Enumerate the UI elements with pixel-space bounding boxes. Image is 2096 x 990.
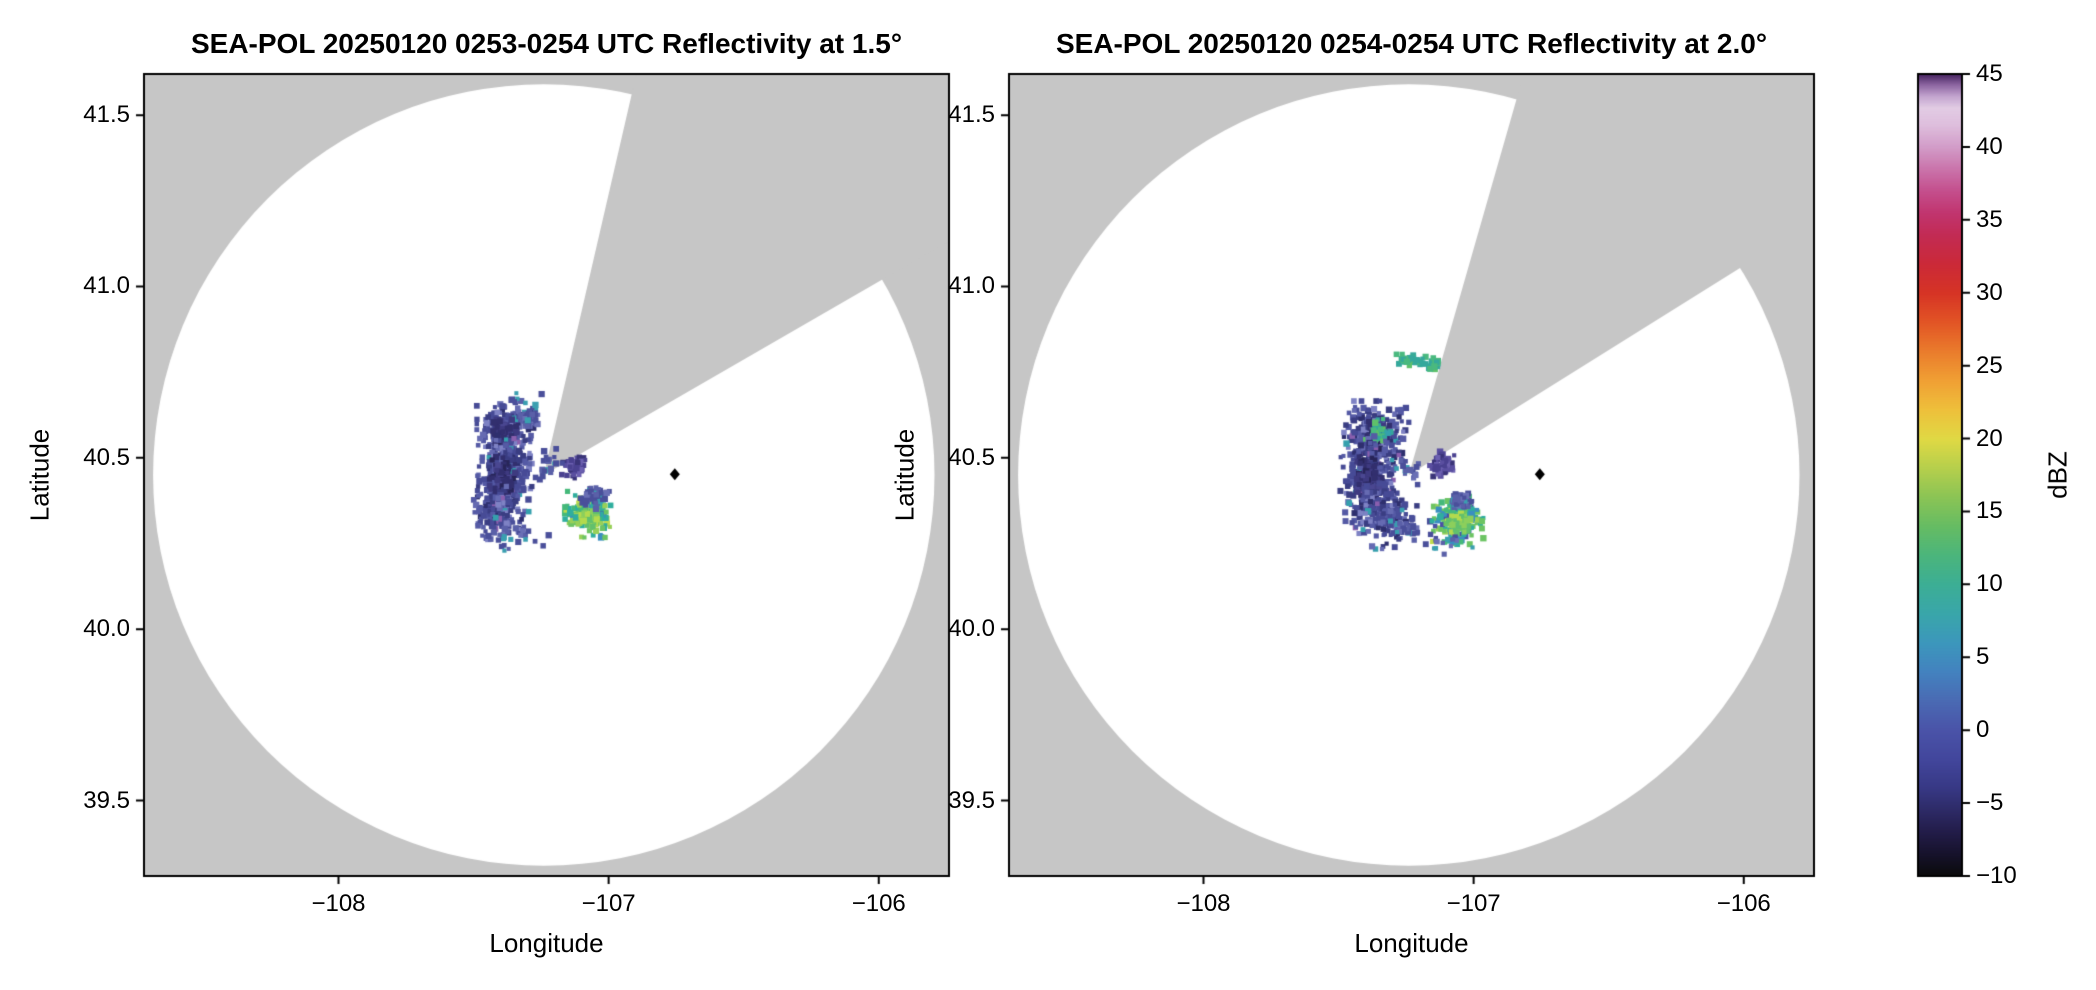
colorbar-tick-label: 40 <box>1976 132 2003 160</box>
colorbar-tick-label: 35 <box>1976 205 2003 233</box>
colorbar-tick-label: 0 <box>1976 716 1990 744</box>
colorbar-tick-label: 30 <box>1976 278 2003 306</box>
x-tick-label: −106 <box>1716 890 1771 917</box>
panel-2-ylabel: Latitude <box>889 428 920 522</box>
y-tick-label: 40.5 <box>83 443 130 471</box>
panel-1-ylabel: Latitude <box>24 428 55 522</box>
colorbar-tick-label: 45 <box>1976 60 2003 87</box>
y-tick-label: 39.5 <box>948 786 995 814</box>
colorbar-label: dBZ <box>2042 451 2073 499</box>
colorbar-tick-label: −10 <box>1976 862 2017 889</box>
y-tick-label: 41.5 <box>83 101 130 129</box>
x-tick-label: −106 <box>851 890 906 917</box>
panel-1-xlabel: Longitude <box>489 928 604 958</box>
y-tick-label: 41.0 <box>83 272 130 300</box>
panel-2-title: SEA-POL 20250120 0254-0254 UTC Reflectiv… <box>1055 28 1768 59</box>
colorbar-tick-label: 25 <box>1976 351 2003 379</box>
x-tick-label: −107 <box>581 890 636 917</box>
y-tick-label: 40.0 <box>83 615 130 643</box>
y-tick-label: 40.0 <box>948 615 995 643</box>
panel-2-xlabel: Longitude <box>1354 928 1469 958</box>
colorbar-tick-label: 5 <box>1976 643 1990 671</box>
colorbar-tick-label: 10 <box>1976 570 2003 598</box>
colorbar-tick-label: −5 <box>1976 789 2004 817</box>
y-tick-label: 40.5 <box>948 443 995 471</box>
y-tick-label: 41.0 <box>948 272 995 300</box>
x-tick-label: −107 <box>1446 890 1501 917</box>
colorbar-tick-label: 20 <box>1976 424 2003 452</box>
panel-1-title: SEA-POL 20250120 0253-0254 UTC Reflectiv… <box>190 28 903 59</box>
y-tick-label: 41.5 <box>948 101 995 129</box>
x-tick-label: −108 <box>1176 890 1231 917</box>
colorbar-tick-label: 15 <box>1976 497 2003 525</box>
x-tick-label: −108 <box>311 890 366 917</box>
y-tick-label: 39.5 <box>83 786 130 814</box>
